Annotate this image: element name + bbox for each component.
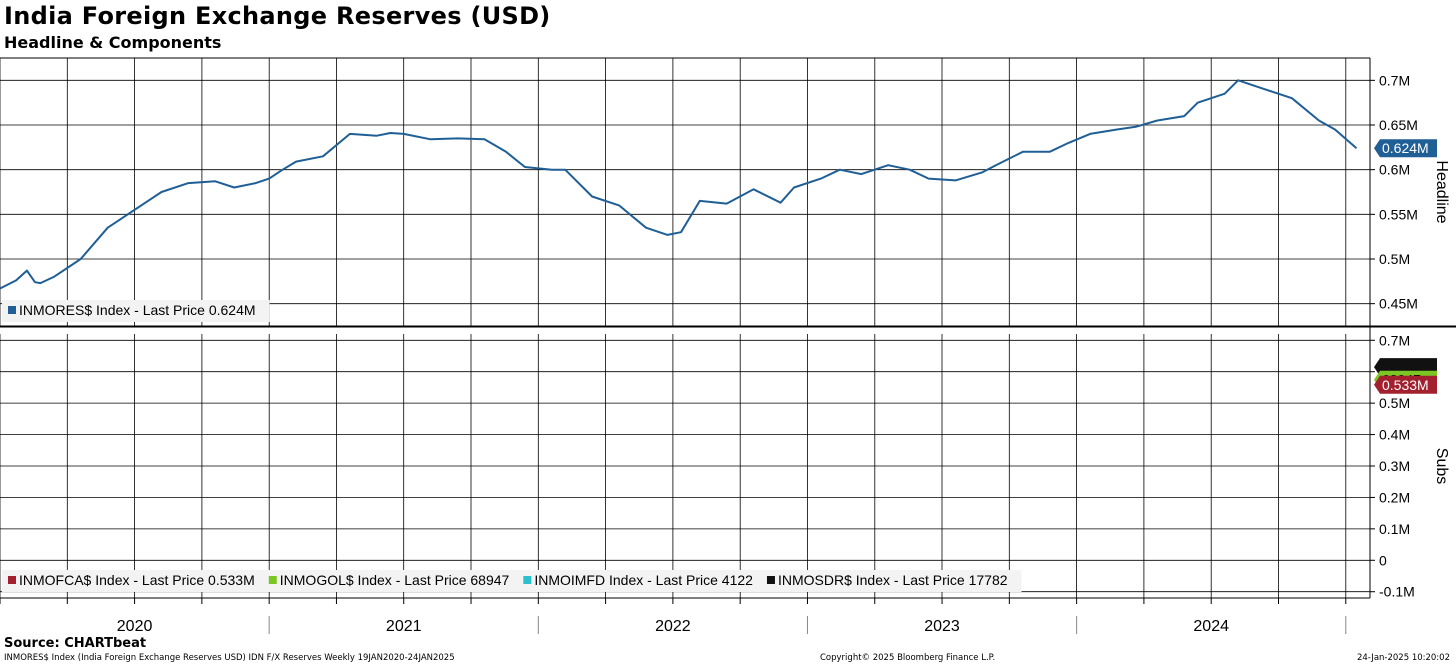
bottom-legend: INMOFCA$ Index - Last Price 0.533M INMOGO… <box>8 572 1008 588</box>
top-legend: INMORES$ Index - Last Price 0.624M <box>8 302 256 318</box>
gridlines <box>0 58 1370 598</box>
bottom-y-tick-label: 0 <box>1379 552 1387 568</box>
year-label: 2024 <box>1193 618 1229 635</box>
bottom-y-tick-label: 0.1M <box>1379 521 1410 537</box>
top-y-tick-label: 0.45M <box>1379 296 1418 312</box>
fca-last-value-tag: 0.533M <box>1374 375 1437 394</box>
top-y-tick-label: 0.55M <box>1379 206 1418 222</box>
fca-last-value-tag-shape <box>1374 375 1437 394</box>
legend-entry: INMOGOL$ Index - Last Price 68947 <box>280 572 510 588</box>
chart-subtitle: Headline & Components <box>4 33 222 52</box>
x-axis-band <box>0 600 1370 632</box>
bottom-y-tick-label: 0.3M <box>1379 458 1410 474</box>
top-y-tick-label: 0.5M <box>1379 251 1410 267</box>
top-y-tick-label: 0.65M <box>1379 117 1418 133</box>
legend-swatch <box>268 576 277 584</box>
fca-last-value-tag-label: 0.533M <box>1382 377 1429 393</box>
chart-title: India Foreign Exchange Reserves (USD) <box>4 2 551 30</box>
footer-series-description: INMORES$ Index (India Foreign Exchange R… <box>4 653 455 663</box>
year-label: 2021 <box>386 618 422 635</box>
headline-series-line <box>0 79 1358 290</box>
legend-swatch <box>766 576 775 584</box>
top-y-tick-label: 0.7M <box>1379 72 1410 88</box>
legend-swatch <box>8 576 16 584</box>
year-label: 2020 <box>117 618 153 635</box>
legend-swatch <box>8 306 16 314</box>
legend-background <box>2 300 270 322</box>
footer-timestamp: 24-Jan-2025 10:20:02 <box>1356 653 1450 663</box>
bottom-axis-title: Subs <box>1433 448 1450 484</box>
footer-copyright: Copyright© 2025 Bloomberg Finance L.P. <box>820 653 996 663</box>
legend-entry: INMOIMFD Index - Last Price 4122 <box>534 572 753 588</box>
headline-last-value-tag: 0.624M <box>1374 139 1437 158</box>
legend-swatch <box>523 576 532 584</box>
bottom-y-tick-label: 0.2M <box>1379 489 1410 505</box>
bottom-y-tick-label: 0.4M <box>1379 427 1410 443</box>
legend-background <box>2 570 1022 592</box>
legend-entry: INMOFCA$ Index - Last Price 0.533M <box>19 572 255 588</box>
year-label: 2023 <box>924 618 960 635</box>
legend-entry: INMORES$ Index - Last Price 0.624M <box>19 302 256 318</box>
headline-last-value-tag-shape <box>1374 139 1437 158</box>
year-label: 2022 <box>655 618 691 635</box>
bottom-y-tick-label: 0.5M <box>1379 395 1410 411</box>
top-y-tick-label: 0.6M <box>1379 162 1410 178</box>
headline-last-value-tag-label: 0.624M <box>1382 140 1429 156</box>
bottom-y-tick-label: -0.1M <box>1379 584 1415 600</box>
source-note: Source: CHARTbeat <box>4 636 147 651</box>
legend-entry: INMOSDR$ Index - Last Price 17782 <box>778 572 1008 588</box>
top-axis-title: Headline <box>1433 160 1450 223</box>
bottom-y-tick-label: 0.7M <box>1379 332 1410 348</box>
